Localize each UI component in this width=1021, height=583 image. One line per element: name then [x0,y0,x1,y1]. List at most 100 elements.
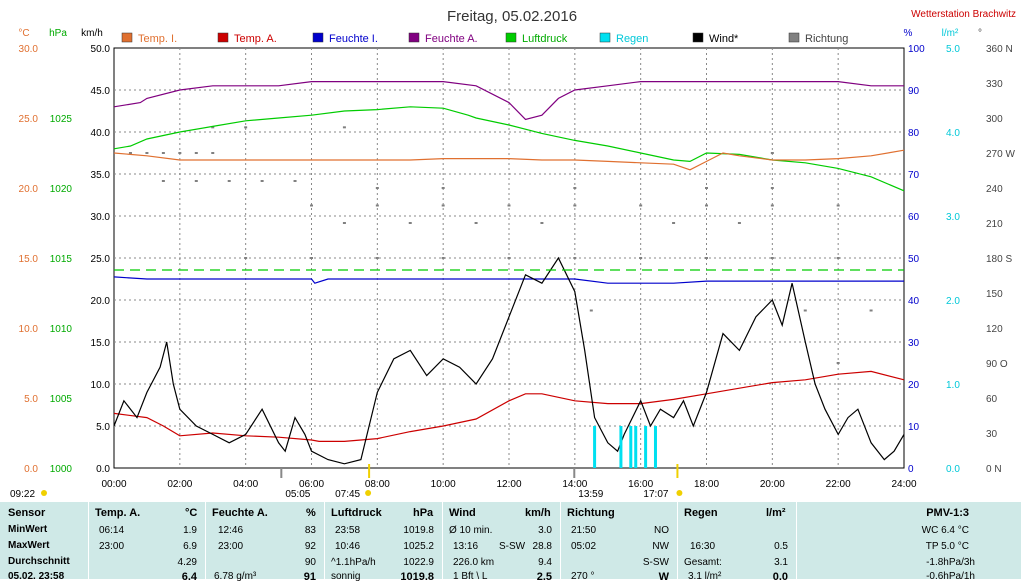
richtung-avg-dir: S-SW [642,557,669,568]
luftdruck-header: Luftdruck [331,507,382,519]
richtung-point [770,204,774,207]
richtung-point [770,187,774,189]
feuchte-a-absolute: 6.78 g/m³ [214,571,257,582]
temp-i-line [113,149,905,171]
row-label-current: 05.02. 23:58 [8,571,65,582]
kmh-tick: 0.0 [96,464,110,475]
wind-day-avg: 9.4 [538,557,552,568]
richtung-point [441,257,445,259]
weather-chart: Freitag, 05.02.2016 Wetterstation Brachw… [10,8,1016,500]
degree-tick: 60 [986,394,998,405]
sunrise-icon [365,490,372,496]
legend-swatch [408,32,420,43]
regen-bar [629,426,633,468]
richtung-point [211,152,215,154]
temp-a-max-time: 23:00 [99,541,125,552]
richtung-point [639,257,643,259]
richtung-point [310,257,313,259]
percent-tick: 60 [908,212,920,223]
legend-label: Luftdruck [522,33,568,45]
legend-swatch [217,32,229,43]
regen-bar [644,426,648,468]
wind-max-direction: S-SW [499,541,526,552]
center-mark-time: 13:59 [578,489,603,500]
richtung-column: Richtung 21:50 NO 05:02 NW S-SW 270 ° W [561,502,677,583]
richtung-max-dir: NW [652,541,669,552]
feuchte-a-column: Feuchte A. % 12:46 83 23:00 92 90 6.78 g… [206,502,324,583]
richtung-point [836,362,840,364]
richtung-point [869,309,873,312]
station-name: Wetterstation Brachwitz [911,9,1016,20]
hpa-tick: 1000 [50,464,73,475]
sensor-column: Sensor MinWert MaxWert Durchschnitt 05.0… [0,502,88,582]
degree-tick: 120 [986,324,1003,335]
feuchte-a-max-value: 92 [304,541,316,552]
degree-tick: 90 O [986,359,1008,370]
temp-a-header: Temp. A. [95,507,141,519]
richtung-point [589,309,593,312]
percent-tick: 0 [908,464,914,475]
richtung-point [310,204,313,207]
time-tick: 22:00 [826,479,851,490]
temp-a-current: 6.4 [181,571,197,583]
regen-max-time: 16:30 [690,541,716,552]
richtung-point [836,257,840,259]
regen-bar [634,426,638,468]
degree-tick: 330 [986,79,1003,90]
richtung-point [194,152,198,154]
sun-icon [41,490,47,496]
kmh-tick: 10.0 [91,380,111,391]
wind-avg-value: 3.0 [538,525,552,536]
celsius-tick: 0.0 [24,464,38,475]
percent-tick: 80 [908,128,920,139]
lm2-tick: 0.0 [946,464,960,475]
richtung-point [441,204,445,207]
time-tick: 20:00 [760,479,785,490]
percent-tick: 50 [908,254,920,265]
degree-tick: 30 [986,429,998,440]
pmv-windchill: WC 6.4 °C [921,525,969,536]
series-layer [113,81,905,468]
time-tick: 14:00 [562,479,587,490]
wind-unit: km/h [525,507,551,519]
degree-tick: 360 N [986,44,1013,55]
richtung-point [573,204,577,207]
wind-max-time: 13:16 [453,541,479,552]
richtung-point [770,257,774,259]
regen-unit: l/m² [766,507,786,519]
richtung-point [705,204,708,207]
feuchte-a-unit: % [306,507,316,519]
hpa-tick: 1005 [50,394,73,405]
richtung-point [705,257,708,259]
time-tick: 04:00 [233,479,258,490]
wind-current: 2.5 [536,571,552,583]
temp-a-avg: 4.29 [177,557,197,568]
pmv-trend-1h: -0.6hPa/1h [926,571,975,582]
wind-column: Wind km/h Ø 10 min. 3.0 13:16 S-SW 28.8 … [443,502,560,583]
feuchte-a-line [113,81,904,121]
kmh-tick: 35.0 [91,170,111,181]
temp-a-min-value: 1.9 [183,525,197,536]
lm2-tick: 5.0 [946,44,960,55]
stats-panel: Sensor MinWert MaxWert Durchschnitt 05.0… [0,502,1021,583]
time-tick: 06:00 [299,479,324,490]
legend-label: Feuchte A. [425,33,478,45]
percent-tick: 90 [908,86,920,97]
pmv-header: PMV-1:3 [926,507,969,519]
legend-swatch [312,32,324,43]
celsius-tick: 5.0 [24,394,38,405]
temp-a-line [113,370,905,442]
celsius-tick: 20.0 [19,184,39,195]
wind-beaufort: 1 Bft \ L [453,571,488,582]
lm2-tick: 3.0 [946,212,960,223]
luftdruck-current: 1019.8 [400,571,434,583]
row-label-min: MinWert [8,524,48,535]
richtung-point [540,222,544,224]
richtung-point [161,180,165,182]
celsius-tick: 30.0 [19,44,39,55]
feuchte-a-avg: 90 [304,557,316,568]
legend-label: Feuchte I. [329,33,378,45]
percent-tick: 70 [908,170,920,181]
richtung-point [507,257,511,259]
feuchte-a-max-time: 23:00 [218,541,244,552]
